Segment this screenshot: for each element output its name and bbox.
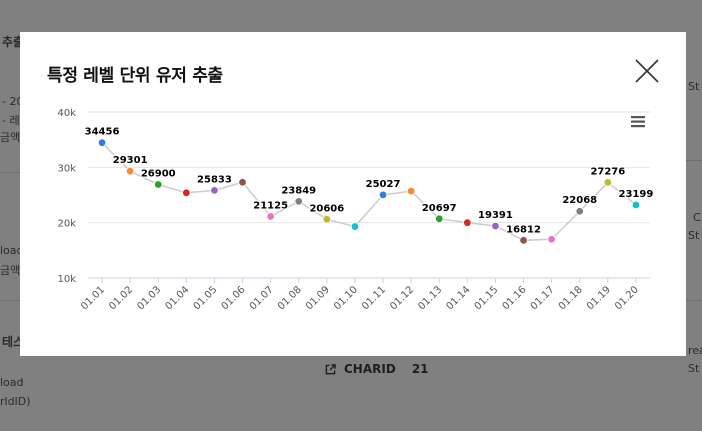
data-point <box>463 218 472 227</box>
x-tick-label: 01.06 <box>220 284 248 312</box>
y-tick-label: 40k <box>57 108 76 119</box>
data-label: 26900 <box>141 168 176 179</box>
y-tick-label: 10k <box>57 274 76 285</box>
bg-divider <box>0 300 20 301</box>
data-label: 34456 <box>85 127 120 138</box>
data-label: 25027 <box>366 179 401 190</box>
data-label: 19391 <box>478 210 513 221</box>
bg-text: 추출 <box>2 35 25 49</box>
charid-label: CHARID <box>344 362 396 376</box>
external-link-icon <box>325 363 336 374</box>
x-tick-label: 01.02 <box>107 284 135 312</box>
data-label: 21125 <box>253 200 288 211</box>
bg-text: load <box>0 244 24 257</box>
chart-menu-button[interactable] <box>628 113 648 131</box>
bg-text: C <box>693 211 701 224</box>
data-label: 25833 <box>197 174 232 185</box>
x-tick-label: 01.16 <box>501 284 529 312</box>
close-icon <box>635 59 659 83</box>
modal-title: 특정 레벨 단위 유저 추출 <box>47 66 223 86</box>
charid-chip[interactable]: CHARID 21 <box>325 362 429 376</box>
data-point <box>210 186 219 195</box>
data-point <box>238 178 247 187</box>
data-point <box>97 138 107 147</box>
data-label: 23849 <box>281 185 316 196</box>
x-tick-label: 01.03 <box>135 284 163 312</box>
data-point <box>547 235 556 244</box>
data-point <box>491 221 500 231</box>
bg-text: 금액 <box>0 264 21 277</box>
data-point <box>322 215 332 224</box>
x-tick-label: 01.09 <box>304 284 332 312</box>
x-tick-label: 01.15 <box>473 284 501 312</box>
data-point <box>603 178 613 187</box>
bg-divider <box>0 172 20 173</box>
data-point <box>125 167 135 176</box>
data-point <box>266 212 275 221</box>
data-points <box>97 138 641 245</box>
bg-divider <box>684 160 702 161</box>
hamburger-menu-icon <box>631 116 645 128</box>
data-label: 20697 <box>422 203 457 214</box>
bg-divider <box>684 300 702 301</box>
chart-modal: 특정 레벨 단위 유저 추출 10k 20k 30k 40k 01.01 01.02 01… <box>20 32 686 356</box>
chart-grid <box>88 111 650 279</box>
bg-text: St <box>688 80 700 93</box>
bg-text: St <box>688 362 700 375</box>
y-tick-label: 30k <box>57 163 76 174</box>
x-axis: 01.01 01.02 01.03 01.04 01.05 01.06 01.07 01.08… <box>79 278 641 312</box>
bg-text: 테스 <box>2 335 25 349</box>
data-point <box>519 236 528 245</box>
data-point <box>350 222 360 231</box>
x-tick-label: 01.18 <box>557 284 585 312</box>
x-tick-label: 01.10 <box>332 284 360 312</box>
data-label: 20606 <box>309 203 344 214</box>
data-label: 29301 <box>113 155 148 166</box>
data-labels: 34456 29301 26900 25833 21125 23849 20606 25027… <box>83 125 654 236</box>
x-tick-label: 01.19 <box>585 284 613 312</box>
data-point <box>435 214 444 224</box>
bg-text: St <box>688 229 700 242</box>
x-tick-label: 01.04 <box>163 284 191 312</box>
bg-text: rldID) <box>0 395 31 408</box>
x-tick-label: 01.08 <box>276 284 304 312</box>
x-tick-label: 01.13 <box>416 284 444 312</box>
data-point <box>575 207 584 216</box>
bg-text: 금액, <box>0 131 24 144</box>
data-point <box>378 190 388 200</box>
y-tick-label: 20k <box>57 219 76 230</box>
data-point <box>631 200 641 210</box>
data-point <box>182 188 191 197</box>
data-point <box>406 186 416 196</box>
data-label: 23199 <box>619 189 654 200</box>
bg-text: load <box>0 376 24 389</box>
x-tick-label: 01.01 <box>79 284 107 312</box>
x-tick-label: 01.05 <box>192 284 220 312</box>
bg-text: rea <box>688 344 702 357</box>
close-button[interactable] <box>634 58 660 84</box>
x-tick-label: 01.07 <box>248 284 276 312</box>
charid-value: 21 <box>411 362 429 376</box>
data-point <box>294 197 303 206</box>
x-tick-label: 01.11 <box>360 284 388 312</box>
data-label: 27276 <box>590 166 625 177</box>
x-tick-label: 01.14 <box>444 284 472 312</box>
data-point <box>154 180 163 189</box>
data-label: 22068 <box>562 195 597 206</box>
x-tick-label: 01.17 <box>529 284 557 312</box>
x-tick-label: 01.20 <box>613 284 641 312</box>
data-label: 16812 <box>506 224 541 235</box>
x-tick-label: 01.12 <box>388 284 416 312</box>
y-axis: 10k 20k 30k 40k <box>57 108 76 285</box>
series-line <box>101 142 637 242</box>
